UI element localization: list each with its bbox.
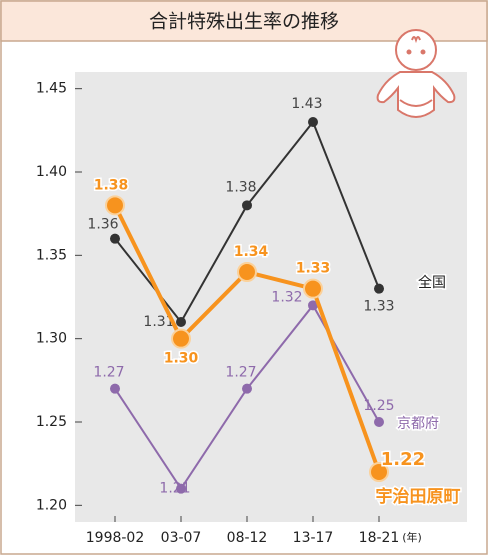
plot-area	[75, 72, 467, 522]
x-tick-label: 03-07	[161, 530, 202, 546]
data-point	[110, 233, 120, 244]
value-label: 1.43	[291, 96, 322, 112]
data-point	[369, 462, 389, 482]
series-name: 全国	[418, 274, 446, 291]
data-point	[237, 262, 257, 282]
data-point	[374, 283, 384, 294]
value-label: 1.22	[381, 449, 425, 470]
data-point	[242, 200, 252, 211]
data-point	[110, 383, 120, 394]
data-point	[303, 278, 323, 299]
series-name: 宇治田原町	[376, 486, 461, 507]
baby-icon	[376, 29, 456, 118]
chart-title: 合計特殊出生率の推移	[149, 11, 339, 33]
y-tick-label: 1.35	[36, 247, 67, 263]
value-label: 1.38	[225, 179, 256, 195]
data-point	[176, 483, 186, 494]
x-tick-label: 13-17	[293, 530, 334, 546]
value-label: 1.27	[93, 365, 124, 381]
data-point	[176, 317, 186, 327]
x-tick-label: 18-21	[359, 530, 400, 546]
value-label: 1.38	[94, 177, 129, 193]
value-label: 1.33	[363, 299, 394, 315]
data-point	[242, 383, 252, 394]
data-point	[171, 328, 191, 349]
x-tick-label: 08-12	[227, 530, 268, 546]
value-label: 1.33	[296, 261, 331, 277]
data-point	[308, 300, 318, 311]
y-tick-label: 1.45	[36, 81, 67, 97]
data-point	[308, 117, 318, 127]
y-tick-label: 1.25	[36, 414, 67, 430]
series-name: 京都府	[397, 416, 439, 432]
value-label: 1.30	[164, 351, 199, 367]
x-tick-label: 1998-02	[86, 530, 145, 546]
value-label: 1.27	[225, 365, 256, 381]
y-tick-label: 1.20	[36, 497, 67, 513]
value-label: 1.32	[271, 289, 302, 305]
data-point	[105, 195, 125, 216]
value-label: 1.21	[159, 481, 190, 497]
value-label: 1.34	[234, 244, 269, 260]
y-tick-label: 1.40	[36, 164, 67, 180]
value-label: 1.31	[143, 314, 174, 330]
value-label: 1.25	[363, 398, 394, 414]
y-tick-label: 1.30	[36, 331, 67, 347]
data-point	[374, 417, 384, 427]
x-unit: (年)	[402, 530, 422, 544]
value-label: 1.36	[87, 217, 118, 233]
